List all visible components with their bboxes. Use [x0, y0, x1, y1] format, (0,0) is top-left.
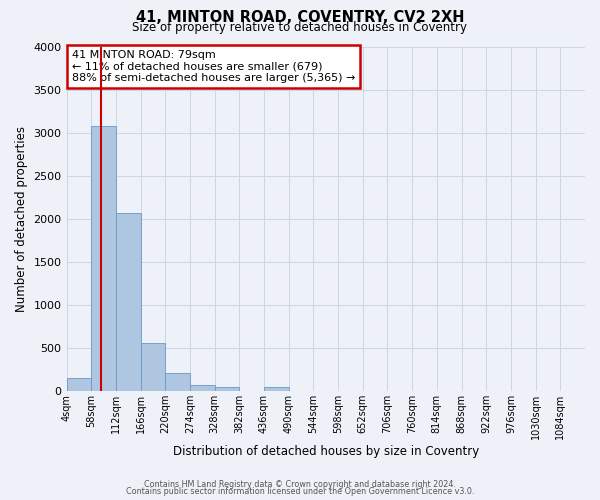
Bar: [264, 387, 289, 391]
Y-axis label: Number of detached properties: Number of detached properties: [15, 126, 28, 312]
Bar: [140, 342, 165, 391]
Text: Contains HM Land Registry data © Crown copyright and database right 2024.: Contains HM Land Registry data © Crown c…: [144, 480, 456, 489]
Bar: [67, 378, 91, 391]
Bar: [165, 373, 190, 391]
Bar: [215, 387, 239, 391]
Text: 41 MINTON ROAD: 79sqm
← 11% of detached houses are smaller (679)
88% of semi-det: 41 MINTON ROAD: 79sqm ← 11% of detached …: [72, 50, 355, 83]
Bar: [190, 386, 215, 391]
X-axis label: Distribution of detached houses by size in Coventry: Distribution of detached houses by size …: [173, 444, 479, 458]
Text: 41, MINTON ROAD, COVENTRY, CV2 2XH: 41, MINTON ROAD, COVENTRY, CV2 2XH: [136, 10, 464, 25]
Text: Size of property relative to detached houses in Coventry: Size of property relative to detached ho…: [133, 21, 467, 34]
Text: Contains public sector information licensed under the Open Government Licence v3: Contains public sector information licen…: [126, 487, 474, 496]
Bar: [91, 126, 116, 391]
Bar: [116, 213, 140, 391]
